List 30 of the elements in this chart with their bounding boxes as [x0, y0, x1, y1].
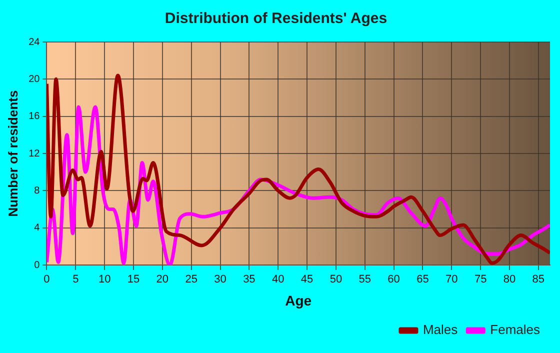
y-axis-title: Number of residents	[5, 90, 20, 217]
x-tick-label: 80	[503, 274, 516, 286]
x-tick-label: 45	[300, 274, 314, 286]
y-tick-label: 20	[28, 74, 40, 85]
chart-title: Distribution of Residents' Ages	[164, 10, 388, 28]
y-tick-label: 4	[34, 222, 40, 234]
y-tick-label: 8	[34, 185, 40, 196]
y-tick-label: 12	[28, 148, 40, 160]
x-tick-label: 60	[388, 274, 400, 286]
x-tick-label: 35	[243, 274, 256, 286]
x-tick-label: 85	[532, 274, 545, 286]
x-tick-label: 25	[185, 274, 198, 286]
x-tick-label: 50	[330, 274, 342, 286]
legend-label: Females	[490, 322, 540, 338]
x-tick-label: 0	[44, 274, 50, 286]
x-tick-label: 15	[127, 274, 140, 286]
x-axis-title: Age	[285, 292, 312, 308]
y-tick-label: 24	[28, 36, 40, 48]
x-tick-label: 5	[72, 274, 79, 286]
x-tick-label: 75	[474, 274, 487, 286]
x-tick-label: 55	[358, 274, 372, 286]
legend-label: Males	[422, 322, 458, 338]
x-tick-label: 65	[416, 274, 429, 286]
x-tick-label: 10	[98, 274, 111, 286]
x-tick-label: 30	[214, 274, 226, 286]
y-tick-label: 16	[28, 111, 40, 122]
x-tick-label: 70	[446, 274, 458, 286]
x-tick-label: 40	[272, 274, 284, 286]
x-tick-label: 20	[156, 274, 169, 286]
y-tick-label: 0	[34, 260, 40, 271]
